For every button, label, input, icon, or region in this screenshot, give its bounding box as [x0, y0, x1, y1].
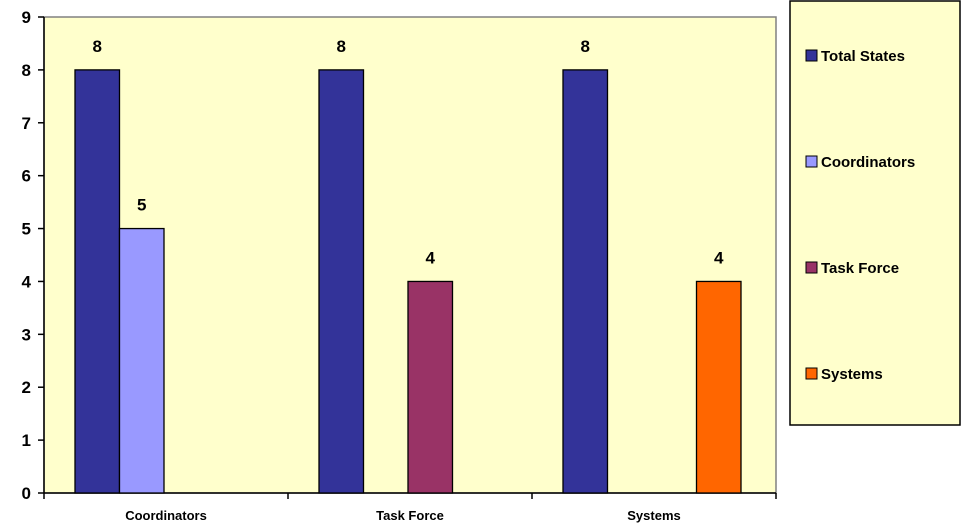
- y-tick-label: 1: [22, 431, 31, 450]
- y-tick-label: 7: [22, 114, 31, 133]
- y-tick-label: 3: [22, 325, 31, 344]
- bar: [695, 280, 742, 494]
- legend-box: [789, 0, 961, 426]
- x-tick-label: Systems: [627, 508, 680, 523]
- data-label: 8: [93, 37, 102, 56]
- data-label: 4: [426, 248, 436, 267]
- legend-swatch: [805, 367, 818, 380]
- data-label: 8: [337, 37, 346, 56]
- legend-swatch: [805, 49, 818, 62]
- y-tick-label: 6: [22, 167, 31, 186]
- bar: [407, 280, 454, 494]
- legend-swatch: [805, 261, 818, 274]
- legend-swatch: [805, 155, 818, 168]
- y-tick-label: 5: [22, 220, 31, 239]
- data-label: 8: [581, 37, 590, 56]
- legend-label: Total States: [821, 48, 905, 65]
- y-tick-label: 4: [22, 272, 32, 291]
- x-tick-label: Task Force: [376, 508, 444, 523]
- bar: [118, 227, 165, 494]
- bar: [562, 69, 609, 494]
- legend-label: Systems: [821, 366, 883, 383]
- x-tick-label: Coordinators: [125, 508, 207, 523]
- y-tick-label: 9: [22, 8, 31, 27]
- y-tick-label: 2: [22, 378, 31, 397]
- data-label: 5: [137, 196, 146, 215]
- y-tick-label: 8: [22, 61, 31, 80]
- bar: [74, 69, 121, 494]
- legend-label: Task Force: [821, 260, 899, 277]
- legend-label: Coordinators: [821, 154, 915, 171]
- bar: [318, 69, 365, 494]
- data-label: 4: [714, 248, 724, 267]
- y-tick-label: 0: [22, 484, 31, 503]
